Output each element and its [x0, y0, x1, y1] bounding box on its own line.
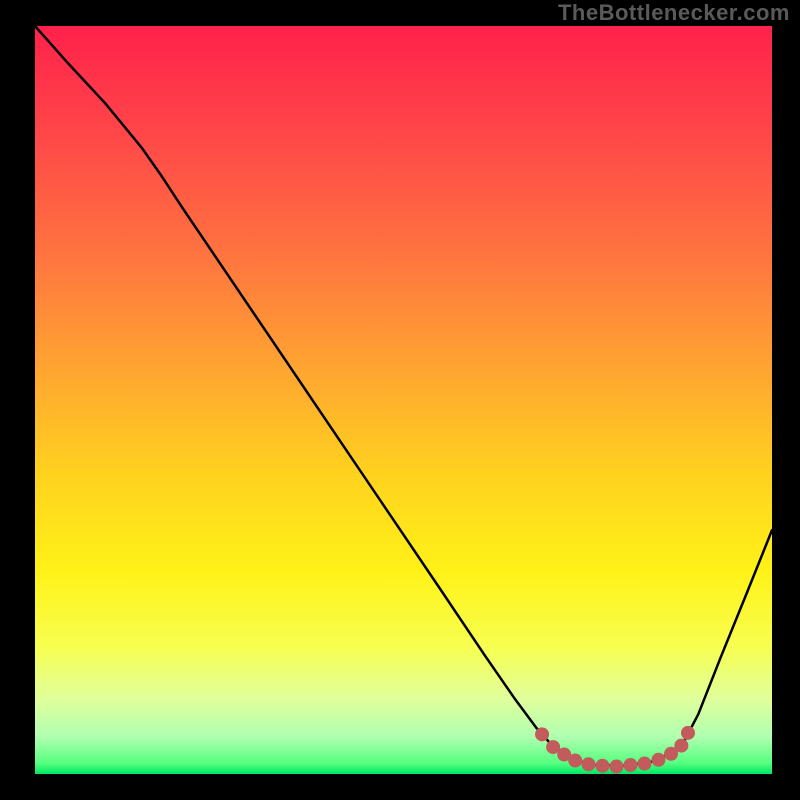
- optimum-marker: [638, 757, 652, 771]
- optimum-marker: [681, 726, 695, 740]
- optimum-marker: [609, 760, 623, 774]
- optimum-marker: [624, 758, 638, 772]
- optimum-marker: [674, 739, 688, 753]
- watermark-text: TheBottlenecker.com: [558, 0, 790, 26]
- bottleneck-chart: [0, 0, 800, 800]
- optimum-marker: [568, 754, 582, 768]
- optimum-marker: [535, 727, 549, 741]
- plot-background: [35, 26, 772, 774]
- optimum-marker: [595, 759, 609, 773]
- optimum-marker: [652, 753, 666, 767]
- optimum-marker: [581, 757, 595, 771]
